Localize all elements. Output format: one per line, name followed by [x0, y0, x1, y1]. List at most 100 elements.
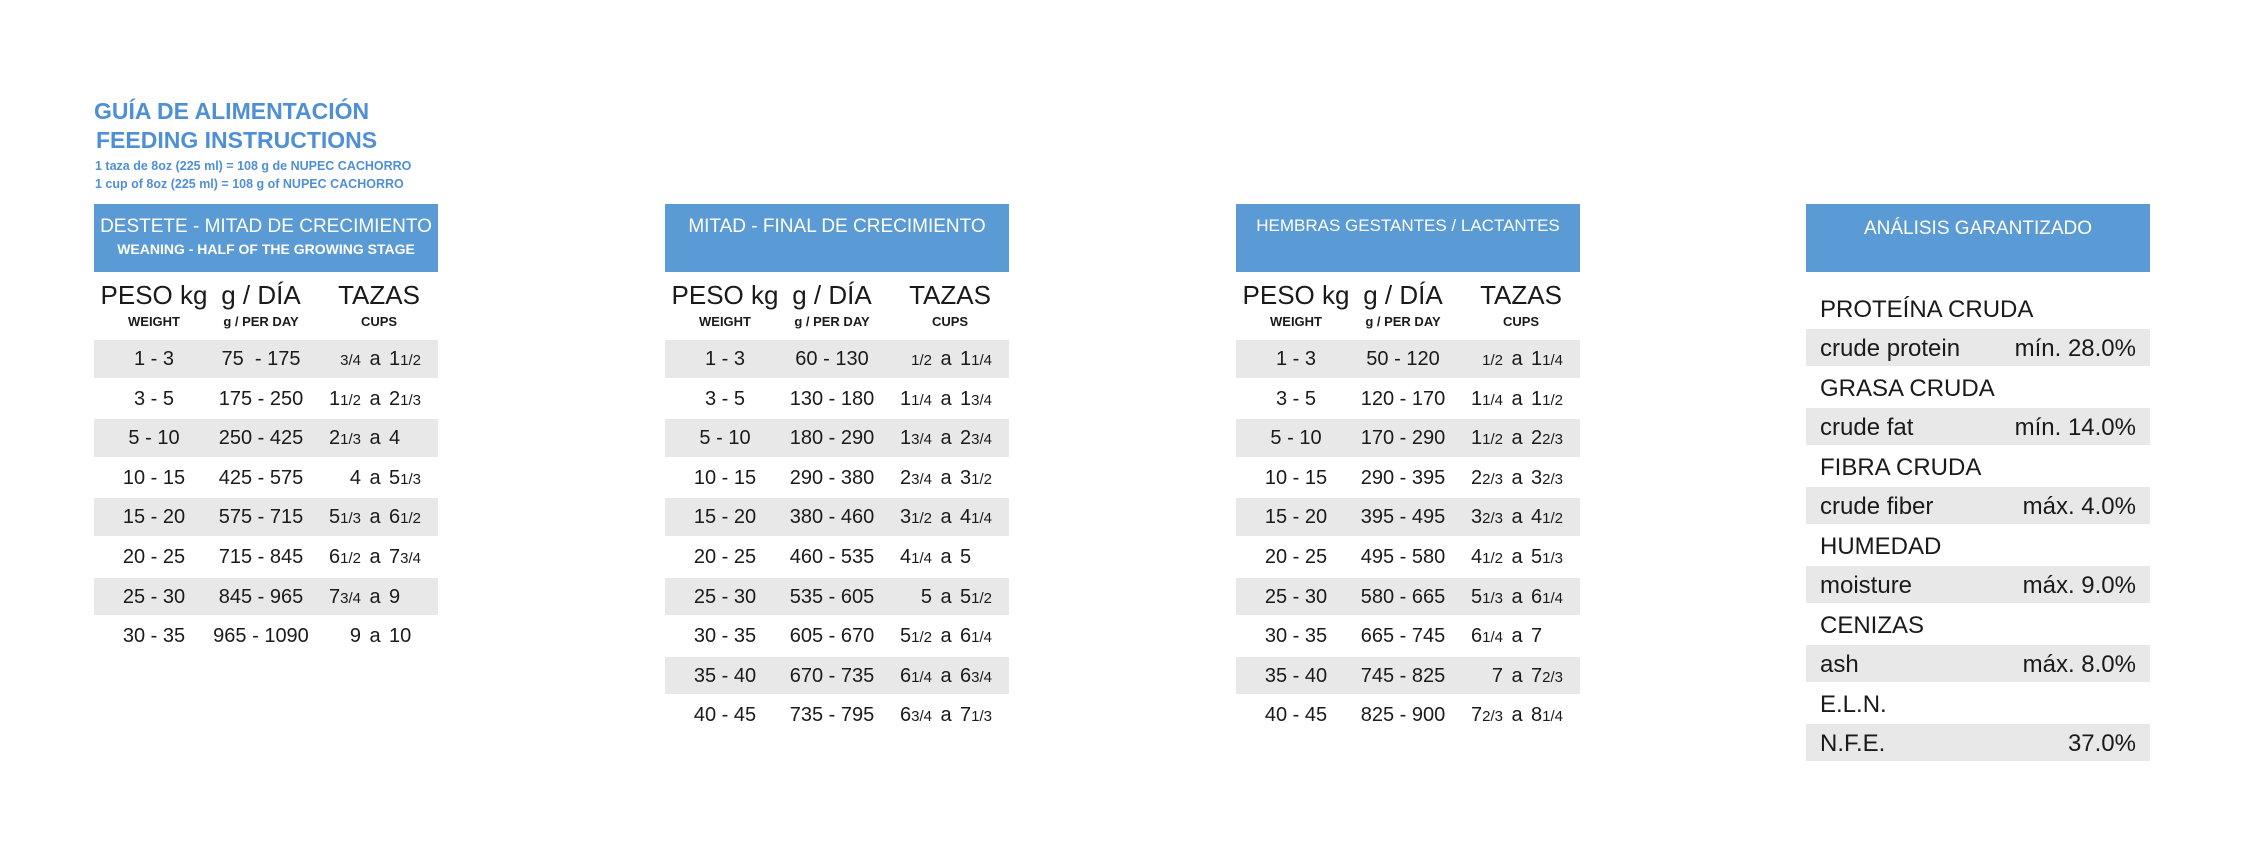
grams: 130 - 180	[789, 387, 875, 410]
cups-from: 13/4	[900, 427, 932, 450]
analysis-value: máx. 9.0%	[2022, 571, 2136, 599]
grams: 290 - 395	[1360, 466, 1446, 489]
cups-from: 63/4	[900, 704, 932, 727]
cups-from: 61/2	[329, 546, 361, 568]
row-shade	[665, 419, 1009, 457]
grams: 250 - 425	[218, 427, 304, 450]
row-shade	[1806, 407, 2150, 445]
analysis-label: PROTEÍNA CRUDA	[1820, 296, 2034, 323]
header-box	[665, 204, 1009, 272]
column-label: g / DÍA	[1363, 280, 1443, 310]
table-subtitle: WEANING - HALF OF THE GROWING STAGE	[117, 241, 415, 257]
row-shade	[665, 656, 1009, 695]
connector: a	[940, 625, 952, 648]
connector: a	[1511, 664, 1523, 687]
connector: a	[369, 466, 381, 489]
weight: 20 - 25	[1264, 546, 1328, 568]
row-shade	[665, 498, 1009, 536]
cups-from: 1/2	[1482, 352, 1503, 369]
row-shade	[665, 340, 1009, 378]
cups-to: 41/2	[1531, 506, 1563, 529]
cups-to: 41/4	[960, 506, 992, 529]
grams: 745 - 825	[1360, 664, 1446, 687]
grams: 605 - 670	[789, 625, 875, 648]
row-shade	[94, 577, 438, 616]
cups-from: 7	[1491, 664, 1503, 687]
weight: 25 - 30	[122, 585, 186, 608]
column-label: g / DÍA	[792, 280, 872, 310]
connector: a	[369, 387, 381, 410]
cups-from: 21/3	[329, 427, 361, 450]
connector: a	[1511, 704, 1523, 727]
weight: 3 - 5	[1275, 387, 1317, 410]
cups-to: 11/2	[1531, 387, 1563, 410]
weight: 40 - 45	[693, 704, 757, 727]
analysis-label: GRASA CRUDA	[1820, 375, 1995, 402]
cups-to: 61/4	[1531, 585, 1563, 608]
row-shade	[1236, 656, 1580, 695]
connector: a	[1511, 585, 1523, 608]
column-label: PESO kg	[100, 280, 208, 310]
analysis-sub: crude protein	[1820, 334, 1961, 362]
cups-to: 23/4	[960, 427, 992, 450]
weight: 25 - 30	[693, 585, 757, 608]
connector: a	[940, 664, 952, 687]
analysis-label: FIBRA CRUDA	[1820, 454, 1982, 481]
connector: a	[369, 585, 381, 608]
cups-to: 21/3	[389, 387, 421, 410]
cups-from: 41/4	[900, 546, 932, 568]
cups-to: 7	[1531, 625, 1543, 648]
row-shade	[94, 340, 438, 378]
row-shade	[1806, 644, 2150, 682]
row-shade	[1236, 340, 1580, 378]
weight: 3 - 5	[704, 387, 746, 410]
connector: a	[1511, 546, 1523, 568]
header-box	[94, 204, 438, 272]
analysis-label: E.L.N.	[1820, 691, 1887, 718]
note: 1 taza de 8oz (225 ml) = 108 g de NUPEC …	[95, 159, 412, 173]
grams: 380 - 460	[789, 506, 875, 529]
weight: 40 - 45	[1264, 704, 1328, 727]
grams: 535 - 605	[789, 585, 875, 608]
analysis-value: máx. 8.0%	[2022, 650, 2136, 678]
row-shade	[1806, 486, 2150, 524]
cups-from: 11/4	[1471, 387, 1503, 410]
connector: a	[1511, 348, 1523, 370]
analysis-value: máx. 4.0%	[2022, 492, 2136, 520]
cups-to: 4	[389, 427, 401, 450]
row-shade	[94, 419, 438, 457]
weight: 30 - 35	[1264, 625, 1328, 648]
grams: 580 - 665	[1360, 585, 1446, 608]
table-title: DESTETE - MITAD DE CRECIMIENTO	[100, 216, 432, 237]
grams: 75 - 175	[221, 348, 301, 370]
analysis-title: ANÁLISIS GARANTIZADO	[1863, 218, 2093, 239]
title-en: FEEDING INSTRUCTIONS	[96, 127, 378, 153]
grams: 715 - 845	[218, 546, 304, 568]
cups-to: 11/4	[1531, 348, 1563, 370]
cups-to: 11/2	[389, 348, 421, 370]
analysis-sub: ash	[1820, 650, 1859, 678]
analysis-sub: N.F.E.	[1820, 729, 1886, 757]
cups-from: 3/4	[340, 352, 361, 369]
cups-from: 51/2	[900, 625, 932, 648]
connector: a	[940, 585, 952, 608]
analysis-sub: moisture	[1820, 571, 1913, 599]
header-box	[1806, 204, 2150, 272]
cups-to: 5	[960, 546, 972, 568]
weight: 10 - 15	[1264, 466, 1328, 489]
column-sub: CUPS	[360, 314, 398, 329]
cups-from: 41/2	[1471, 546, 1503, 568]
cups-to: 81/4	[1531, 704, 1563, 727]
column-sub: g / PER DAY	[223, 314, 299, 329]
connector: a	[369, 546, 381, 568]
column-label: PESO kg	[1242, 280, 1350, 310]
row-shade	[1806, 328, 2150, 366]
cups-from: 22/3	[1471, 466, 1503, 489]
grams: 825 - 900	[1360, 704, 1446, 727]
weight: 5 - 10	[1270, 427, 1322, 450]
connector: a	[940, 704, 952, 727]
cups-from: 31/2	[900, 506, 932, 529]
column-sub: WEIGHT	[1270, 314, 1322, 329]
table-title: MITAD - FINAL DE CRECIMIENTO	[688, 216, 986, 237]
